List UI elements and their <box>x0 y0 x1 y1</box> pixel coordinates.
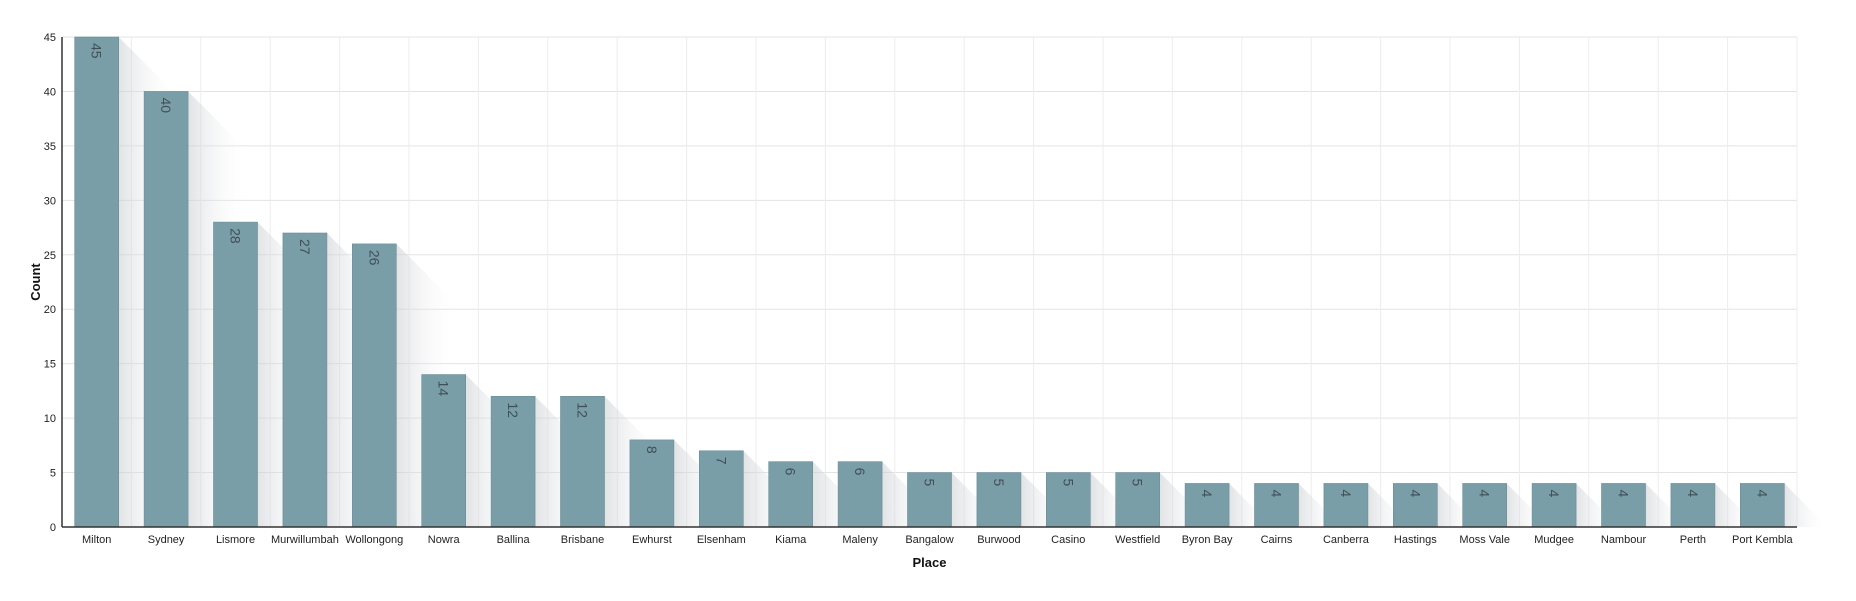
x-axis-title: Place <box>913 555 947 570</box>
x-tick-label: Wollongong <box>345 534 403 546</box>
y-tick-label: 0 <box>50 522 56 534</box>
bar-value-label: 4 <box>1685 489 1701 497</box>
y-tick-label: 20 <box>44 304 56 316</box>
bar-value-label: 4 <box>1199 489 1215 497</box>
x-tick-label: Maleny <box>842 534 878 546</box>
bar-value-label: 5 <box>922 479 938 487</box>
bar <box>907 472 952 528</box>
x-tick-label: Perth <box>1680 534 1706 546</box>
x-tick-label: Byron Bay <box>1182 534 1233 546</box>
bar <box>421 374 467 528</box>
bar <box>1323 483 1369 528</box>
bar-value-label: 26 <box>366 250 382 266</box>
x-tick-label: Murwillumbah <box>271 534 339 546</box>
bar-value-label: 14 <box>436 381 452 397</box>
x-tick-label: Westfield <box>1115 534 1160 546</box>
y-tick-label: 5 <box>50 468 56 480</box>
bar-shadow <box>1784 483 1828 527</box>
y-tick-label: 10 <box>44 413 56 425</box>
y-tick-label: 25 <box>44 250 56 262</box>
x-tick-label: Lismore <box>216 534 255 546</box>
x-tick-label: Milton <box>82 534 111 546</box>
bar <box>351 243 397 528</box>
bar-value-label: 6 <box>852 468 868 476</box>
x-tick-label: Bangalow <box>905 534 953 546</box>
bar <box>213 221 258 528</box>
x-tick-label: Brisbane <box>561 534 604 546</box>
bar-value-label: 4 <box>1269 489 1285 497</box>
bar-value-label: 6 <box>783 468 799 476</box>
x-tick-label: Elsenham <box>697 534 746 546</box>
bar-value-label: 45 <box>89 43 105 59</box>
bar <box>1670 483 1716 528</box>
bar <box>1046 472 1091 528</box>
x-tick-label: Moss Vale <box>1459 534 1510 546</box>
bar-value-label: 4 <box>1546 489 1562 497</box>
y-tick-label: 45 <box>44 32 56 44</box>
bar <box>1462 483 1507 528</box>
bar-value-label: 5 <box>991 479 1007 487</box>
bar-value-label: 4 <box>1407 489 1423 497</box>
bar-value-label: 8 <box>644 446 660 454</box>
bar <box>1254 483 1299 528</box>
bar <box>74 36 119 528</box>
x-tick-label: Sydney <box>148 534 185 546</box>
x-tick-label: Casino <box>1051 534 1085 546</box>
bar-value-label: 4 <box>1338 489 1354 497</box>
bar-value-label: 12 <box>575 402 591 418</box>
x-tick-label: Burwood <box>977 534 1020 546</box>
bar <box>1393 483 1438 528</box>
bar <box>1115 472 1160 528</box>
x-tick-label: Cairns <box>1261 534 1293 546</box>
x-tick-label: Nowra <box>428 534 461 546</box>
x-tick-label: Hastings <box>1394 534 1437 546</box>
bar <box>976 472 1022 528</box>
bar-value-label: 7 <box>713 457 729 465</box>
bar <box>282 232 328 528</box>
bar <box>490 396 536 528</box>
bar <box>560 396 605 528</box>
bar-value-label: 28 <box>228 228 244 244</box>
bar <box>768 461 814 528</box>
bar <box>1601 483 1646 528</box>
bar-value-label: 5 <box>1130 479 1146 487</box>
x-tick-label: Port Kembla <box>1732 534 1793 546</box>
bars: 45 40 28 27 26 14 12 12 8 7 6 6 5 5 5 5 4 4 4 4 4 4 4 4 4 <box>74 36 1785 528</box>
bar-value-label: 5 <box>1060 479 1076 487</box>
x-tick-label: Nambour <box>1601 534 1647 546</box>
bar-value-label: 4 <box>1616 489 1632 497</box>
x-tick-label: Ballina <box>497 534 531 546</box>
bar-value-label: 40 <box>158 97 174 113</box>
x-tick-label: Ewhurst <box>632 534 672 546</box>
y-tick-label: 35 <box>44 141 56 153</box>
y-axis-title: Count <box>28 263 43 301</box>
x-tick-label: Canberra <box>1323 534 1370 546</box>
bar <box>629 439 675 528</box>
bar-value-label: 4 <box>1754 489 1770 497</box>
bar-value-label: 4 <box>1477 489 1493 497</box>
bar-value-label: 27 <box>297 239 313 255</box>
x-tick-label: Mudgee <box>1534 534 1574 546</box>
y-tick-label: 40 <box>44 86 56 98</box>
bar-value-label: 12 <box>505 402 521 418</box>
y-tick-label: 15 <box>44 359 56 371</box>
bar <box>1531 483 1577 528</box>
bar <box>143 91 189 528</box>
bar-shadow <box>1506 483 1551 527</box>
y-tick-label: 30 <box>44 195 56 207</box>
bar <box>1740 483 1785 528</box>
bar <box>1184 483 1230 528</box>
x-tick-label: Kiama <box>775 534 807 546</box>
